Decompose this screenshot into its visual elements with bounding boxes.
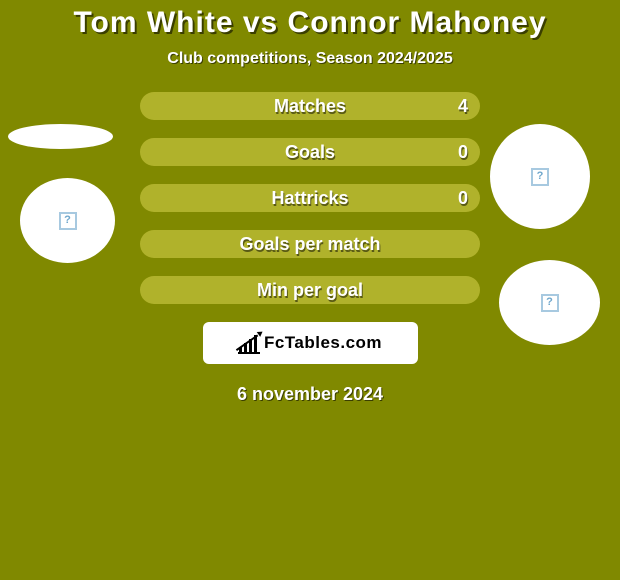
placeholder-icon: ?: [541, 294, 559, 312]
stats-rows: Matches 4 Goals 0 Hattricks 0 Goals per …: [140, 92, 480, 304]
stat-value-right: 0: [458, 142, 468, 163]
page-title: Tom White vs Connor Mahoney: [0, 6, 620, 40]
stat-row-hattricks: Hattricks 0: [140, 184, 480, 212]
player-circle-right-top: ?: [490, 124, 590, 229]
fctables-chart-icon: [238, 332, 260, 354]
logo-box: FcTables.com: [203, 322, 418, 364]
stat-row-goals: Goals 0: [140, 138, 480, 166]
player-circle-right-bottom: ?: [499, 260, 600, 345]
comparison-card: Tom White vs Connor Mahoney Club competi…: [0, 0, 620, 580]
subtitle: Club competitions, Season 2024/2025: [0, 50, 620, 68]
decorative-ellipse-left: [8, 124, 113, 149]
stat-label: Hattricks: [271, 188, 348, 209]
stat-row-min-per-goal: Min per goal: [140, 276, 480, 304]
player-circle-left: ?: [20, 178, 115, 263]
placeholder-icon: ?: [531, 168, 549, 186]
placeholder-icon: ?: [59, 212, 77, 230]
stat-label: Min per goal: [257, 280, 363, 301]
stat-value-right: 4: [458, 96, 468, 117]
stat-row-matches: Matches 4: [140, 92, 480, 120]
stat-label: Matches: [274, 96, 346, 117]
stat-label: Goals per match: [239, 234, 380, 255]
stat-row-goals-per-match: Goals per match: [140, 230, 480, 258]
logo-text: FcTables.com: [264, 333, 382, 353]
stat-value-right: 0: [458, 188, 468, 209]
stat-label: Goals: [285, 142, 335, 163]
date-text: 6 november 2024: [0, 384, 620, 405]
